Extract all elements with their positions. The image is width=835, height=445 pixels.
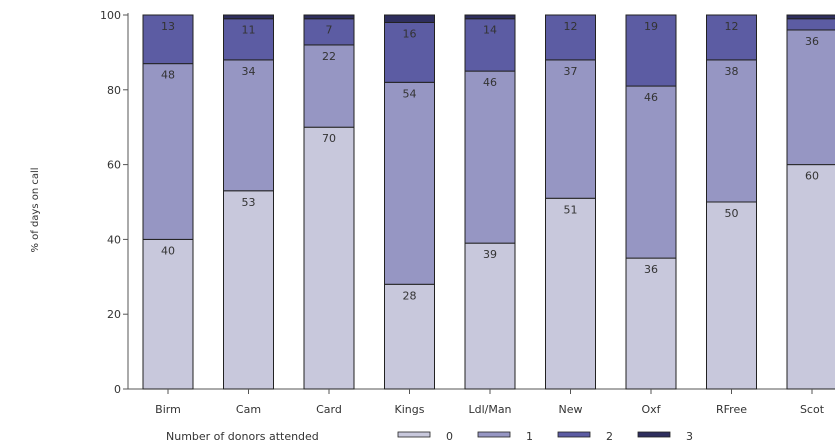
data-label: 39 bbox=[483, 248, 497, 261]
bar-segment bbox=[384, 14, 435, 23]
x-tick-label: Cam bbox=[236, 403, 261, 416]
data-label: 50 bbox=[725, 207, 739, 220]
legend-entry-label: 1 bbox=[526, 430, 533, 443]
bar-segment bbox=[464, 70, 516, 244]
y-tick-label: 20 bbox=[107, 308, 121, 321]
bar-segment bbox=[786, 29, 835, 166]
data-label: 14 bbox=[483, 24, 497, 37]
data-label: 51 bbox=[564, 203, 578, 216]
bar-segment bbox=[464, 242, 516, 390]
legend-swatch bbox=[397, 431, 431, 438]
bar-segment bbox=[706, 14, 757, 61]
data-label: 53 bbox=[242, 196, 256, 209]
bar-segment bbox=[786, 18, 835, 31]
y-tick-label: 80 bbox=[107, 84, 121, 97]
bar-segment bbox=[786, 164, 835, 390]
bar-segment bbox=[464, 14, 516, 20]
bar-segment bbox=[545, 59, 596, 199]
y-tick-label: 100 bbox=[100, 9, 121, 22]
legend-swatch bbox=[557, 431, 591, 438]
data-label: 34 bbox=[242, 65, 256, 78]
data-label: 36 bbox=[805, 35, 819, 48]
bar-segment bbox=[223, 190, 274, 390]
bar-segment bbox=[142, 14, 194, 65]
bar-segment bbox=[545, 197, 596, 390]
data-label: 16 bbox=[403, 27, 417, 40]
bar-segment bbox=[706, 201, 757, 390]
bar-segment bbox=[303, 126, 355, 390]
x-tick-label: Oxf bbox=[641, 403, 661, 416]
bar-segment bbox=[303, 44, 355, 128]
data-label: 48 bbox=[161, 69, 175, 82]
legend: Number of donors attended 0 1 2 3 bbox=[166, 430, 693, 443]
x-tick-label: New bbox=[559, 403, 583, 416]
bar-segment bbox=[625, 85, 677, 259]
bar-segment bbox=[303, 14, 355, 20]
legend-entry-label: 2 bbox=[606, 430, 613, 443]
bar-segment bbox=[384, 21, 435, 83]
data-label: 36 bbox=[644, 263, 658, 276]
bar-segment bbox=[384, 283, 435, 390]
x-tick-label: RFree bbox=[716, 403, 747, 416]
data-label: 11 bbox=[242, 24, 256, 37]
data-label: 7 bbox=[326, 24, 333, 37]
y-tick-label: 0 bbox=[114, 383, 121, 396]
bar-segment bbox=[464, 18, 516, 72]
y-tick-label: 40 bbox=[107, 233, 121, 246]
data-labels-layer: 40 48 13 53 34 11 70 22 7 28 54 16 39 46 14 51 37 12 36 46 1… bbox=[161, 20, 819, 302]
bar-segment bbox=[545, 14, 596, 61]
data-label: 28 bbox=[403, 289, 417, 302]
x-tick-label: Card bbox=[316, 403, 342, 416]
legend-entry-label: 0 bbox=[446, 430, 453, 443]
data-label: 38 bbox=[725, 65, 739, 78]
x-tick-label: Scot bbox=[800, 403, 825, 416]
x-tick-label: Ldl/Man bbox=[468, 403, 511, 416]
x-tick-label: Birm bbox=[155, 403, 181, 416]
data-label: 12 bbox=[725, 20, 739, 33]
bar-segment bbox=[223, 18, 274, 61]
legend-entry-label: 3 bbox=[686, 430, 693, 443]
legend-title: Number of donors attended bbox=[166, 430, 319, 443]
bar-segment bbox=[303, 18, 355, 46]
data-label: 13 bbox=[161, 20, 175, 33]
data-label: 40 bbox=[161, 244, 175, 257]
bar-segment bbox=[142, 238, 194, 390]
bars-layer bbox=[142, 14, 835, 390]
bar-segment bbox=[142, 63, 194, 240]
bar-segment bbox=[706, 59, 757, 203]
data-label: 22 bbox=[322, 50, 336, 63]
y-axis-label: % of days on call bbox=[30, 167, 41, 252]
bar-segment bbox=[223, 14, 274, 20]
bar-segment bbox=[223, 59, 274, 192]
data-label: 70 bbox=[322, 132, 336, 145]
bar-segment bbox=[625, 257, 677, 390]
y-tick-label: 60 bbox=[107, 159, 121, 172]
legend-swatch bbox=[477, 431, 511, 438]
x-tick-label: Kings bbox=[395, 403, 425, 416]
legend-swatch bbox=[637, 431, 671, 438]
bar-segment bbox=[786, 14, 835, 20]
data-label: 60 bbox=[805, 170, 819, 183]
data-label: 46 bbox=[644, 91, 658, 104]
data-label: 46 bbox=[483, 76, 497, 89]
data-label: 37 bbox=[564, 65, 578, 78]
data-label: 12 bbox=[564, 20, 578, 33]
bar-segment bbox=[384, 81, 435, 285]
x-tick-labels: Birm Cam Card Kings Ldl/Man New Oxf RFree Scot bbox=[155, 389, 825, 416]
data-label: 54 bbox=[403, 87, 417, 100]
bar-segment bbox=[625, 14, 677, 87]
data-label: 19 bbox=[644, 20, 658, 33]
